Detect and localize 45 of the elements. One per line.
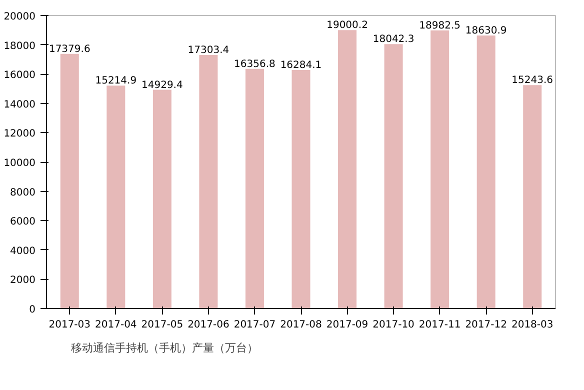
y-tick-label: 10000 [4, 158, 36, 169]
bar [523, 85, 542, 308]
data-label: 18042.3 [372, 34, 414, 46]
data-label: 19000.2 [326, 20, 368, 32]
bar [338, 30, 357, 308]
y-tick-label: 12000 [4, 128, 36, 140]
bar [245, 68, 264, 308]
data-label: 15243.6 [512, 75, 554, 86]
data-label: 15214.9 [95, 76, 137, 87]
x-tick-label: 2017-04 [95, 320, 137, 330]
x-tick-label: 2017-09 [326, 320, 368, 330]
x-tick-label: 2018-03 [511, 320, 554, 330]
y-tick-label: 4000 [10, 246, 36, 257]
data-label: 17303.4 [188, 45, 230, 56]
x-tick-label: 2017-06 [188, 320, 230, 330]
y-tick-label: 20000 [4, 12, 36, 22]
data-label: 17379.6 [48, 44, 90, 55]
y-tick-label: 8000 [10, 187, 36, 198]
data-label: 18630.9 [465, 26, 507, 37]
x-tick-label: 2017-03 [48, 320, 91, 330]
y-tick-label: 16000 [4, 70, 36, 82]
data-label: 16356.8 [234, 58, 276, 70]
x-tick-label: 2017-07 [234, 320, 276, 330]
y-tick-label: 0 [29, 304, 36, 316]
bar [476, 36, 496, 308]
y-tick-label: 6000 [10, 216, 36, 228]
x-tick-label: 2017-08 [280, 320, 322, 330]
y-tick-label: 2000 [10, 275, 36, 286]
y-tick-label: 14000 [4, 99, 36, 110]
bar [199, 55, 218, 308]
bar [106, 86, 126, 308]
x-tick-label: 2017-10 [372, 320, 414, 330]
data-label: 14929.4 [142, 80, 183, 91]
bar [292, 70, 310, 308]
y-tick-label: 18000 [4, 40, 36, 52]
text: 移动通信手持机（手机）产量（万台） [71, 340, 258, 356]
bar [430, 30, 450, 308]
data-label: 18982.5 [419, 20, 460, 32]
bar [60, 54, 79, 308]
x-tick-label: 2017-12 [465, 320, 507, 330]
x-tick-label: 2017-11 [418, 320, 461, 330]
bar [384, 44, 403, 308]
data-label: 16284.1 [280, 60, 322, 71]
bar [152, 90, 172, 308]
x-tick-label: 2017-05 [141, 320, 184, 330]
